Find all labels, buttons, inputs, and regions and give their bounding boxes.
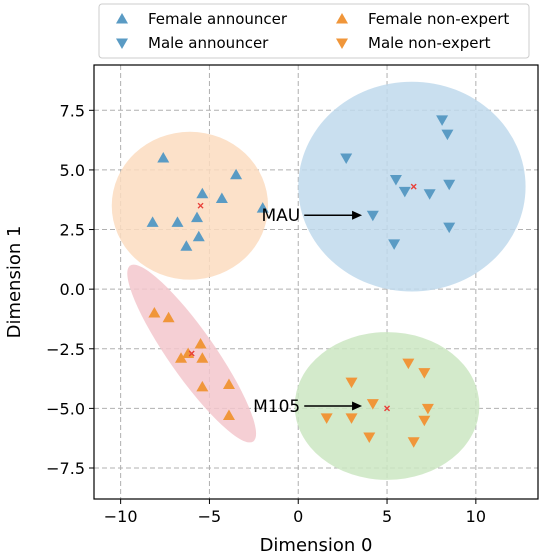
legend-entry: Male non-expert (368, 34, 491, 52)
centroid-stroke (188, 350, 195, 357)
plot-area-frame (93, 64, 539, 500)
triangle-down-point (402, 358, 415, 370)
x-tick-label: 10 (466, 507, 486, 526)
triangle-up-point (192, 230, 205, 242)
legend-marker (116, 13, 128, 24)
triangle-down-point (366, 399, 379, 410)
centroid-marker (188, 350, 195, 357)
centroid-marker (384, 405, 391, 412)
triangle-down-point (345, 377, 358, 389)
triangle-up-point (146, 216, 159, 227)
legend: Female announcer Male announcer Female non… (98, 3, 530, 59)
centroid-stroke (410, 183, 417, 190)
annotations: MAU M105 (253, 206, 363, 417)
centroid-marker (197, 202, 204, 209)
triangle-up-point (148, 307, 161, 318)
y-tick-label: 5.0 (60, 161, 85, 180)
triangle-down-point (407, 437, 420, 448)
triangle-up-point (230, 168, 243, 180)
y-tick-label: −2.5 (46, 340, 85, 359)
triangle-up-point (222, 378, 235, 390)
annotation-arrow-head (352, 210, 363, 220)
cluster-ellipses (111, 81, 526, 480)
triangle-down-point (441, 129, 454, 141)
y-tick-label: −7.5 (46, 459, 85, 478)
triangle-up-point (191, 211, 204, 223)
y-tick-label: 2.5 (60, 221, 85, 240)
data-points (146, 115, 456, 448)
legend-marker (336, 13, 348, 24)
centroid-marker (410, 183, 417, 190)
triangle-up-point (215, 192, 228, 204)
centroid-stroke (197, 202, 204, 209)
legend-entry: Male announcer (148, 34, 269, 52)
triangle-up-point (171, 216, 184, 227)
legend-marker (336, 38, 348, 49)
triangle-up-point (175, 352, 188, 363)
legend-box (98, 3, 530, 59)
x-tick-label: −10 (104, 507, 138, 526)
triangle-up-point (196, 380, 209, 392)
triangle-down-point (366, 210, 379, 222)
triangle-up-point (222, 409, 235, 421)
cluster-ellipse (294, 332, 480, 480)
triangle-up-point (194, 338, 207, 349)
triangle-up-point (182, 347, 195, 359)
triangle-down-point (389, 174, 402, 186)
annotation-arrow-head (352, 401, 363, 411)
triangle-down-point (418, 368, 431, 379)
triangle-down-point (418, 415, 431, 427)
triangle-up-point (157, 152, 170, 163)
triangle-down-point (345, 413, 358, 424)
legend-entry: Female announcer (148, 10, 288, 28)
triangle-down-point (436, 115, 449, 126)
cluster-ellipse (111, 131, 269, 280)
x-axis-label: Dimension 0 (260, 535, 373, 556)
y-tick-label: 7.5 (60, 101, 85, 120)
triangle-down-point (320, 413, 333, 424)
triangle-down-point (340, 153, 353, 164)
triangle-down-point (421, 403, 434, 415)
annotation-label: M105 (253, 397, 300, 417)
triangle-down-point (443, 222, 456, 234)
y-axis-label: Dimension 1 (4, 226, 25, 339)
y-tick-label: −5.0 (46, 399, 85, 418)
triangle-down-point (398, 186, 411, 198)
y-tick-label: 0.0 (60, 280, 85, 299)
triangle-down-point (443, 179, 456, 191)
axis-ticks: −10 −5 0 5 10 −7.5 −5.0 −2.5 0.0 2.5 5.0 7.5 (46, 101, 486, 526)
centroid-markers (188, 183, 417, 412)
cluster-ellipse (298, 81, 526, 292)
centroid-stroke (384, 405, 391, 412)
legend-marker (116, 38, 128, 49)
triangle-up-point (256, 202, 269, 213)
x-tick-label: −5 (198, 507, 222, 526)
triangle-up-point (180, 240, 193, 251)
annotation-label: MAU (261, 206, 300, 226)
triangle-down-point (363, 432, 376, 443)
triangle-up-point (196, 187, 209, 199)
triangle-up-point (162, 311, 175, 323)
triangle-down-point (423, 189, 436, 200)
legend-entry: Female non-expert (368, 10, 509, 28)
x-tick-label: 0 (293, 507, 303, 526)
triangle-down-point (388, 239, 401, 250)
x-tick-label: 5 (382, 507, 392, 526)
triangle-up-point (196, 352, 209, 363)
